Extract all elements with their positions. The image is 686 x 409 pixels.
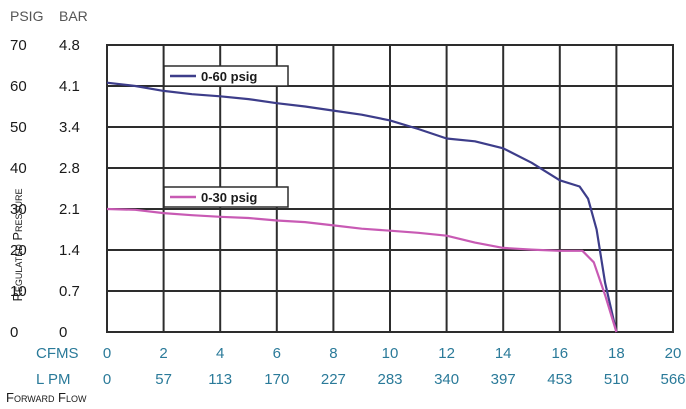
lpm-tick-label: 0 xyxy=(103,371,111,388)
lpm-tick-label: 227 xyxy=(321,371,346,388)
cfms-tick-label: 4 xyxy=(216,345,224,362)
bar-tick-label: 2.8 xyxy=(59,160,80,177)
cfms-tick-label: 8 xyxy=(329,345,337,362)
lpm-row-label: L PM xyxy=(36,371,70,388)
series-line xyxy=(106,81,618,333)
lpm-tick-label: 340 xyxy=(434,371,459,388)
series-lines xyxy=(106,81,618,333)
cfms-tick-label: 2 xyxy=(159,345,167,362)
bar-tick-label: 0.7 xyxy=(59,283,80,300)
bar-header: BAR xyxy=(59,8,88,24)
cfms-tick-label: 0 xyxy=(103,345,111,362)
bar-tick-label: 1.4 xyxy=(59,242,80,259)
series-line xyxy=(106,207,618,333)
cfms-tick-label: 14 xyxy=(495,345,512,362)
psig-tick-label: 70 xyxy=(10,37,27,54)
cfms-row-label: CFMS xyxy=(36,345,79,362)
bar-tick-label: 3.4 xyxy=(59,119,80,136)
lpm-tick-label: 510 xyxy=(604,371,629,388)
psig-tick-label: 40 xyxy=(10,160,27,177)
cfms-tick-label: 6 xyxy=(273,345,281,362)
lpm-tick-label: 453 xyxy=(547,371,572,388)
lpm-tick-label: 113 xyxy=(208,371,232,388)
x-axis-title: Forward Flow xyxy=(6,390,87,405)
bar-tick-label: 2.1 xyxy=(59,201,80,218)
psig-tick-label: 30 xyxy=(10,201,27,218)
psig-tick-label: 10 xyxy=(10,283,27,300)
lpm-tick-label: 283 xyxy=(377,371,402,388)
legend-box xyxy=(163,186,289,208)
lpm-tick-label: 566 xyxy=(660,371,685,388)
legend-box xyxy=(163,65,289,87)
legend-labels: 0-60 psig 0-30 psig xyxy=(163,65,289,208)
cfms-tick-label: 20 xyxy=(665,345,682,362)
psig-tick-label: 50 xyxy=(10,119,27,136)
cfms-tick-label: 18 xyxy=(608,345,625,362)
cfms-tick-label: 10 xyxy=(382,345,399,362)
bar-tick-label: 0 xyxy=(59,324,67,341)
psig-header: PSIG xyxy=(10,8,43,24)
y-axis-title: Regulated Pressure xyxy=(10,188,25,301)
legend-label: 0-30 psig xyxy=(201,190,257,205)
psig-tick-label: 20 xyxy=(10,242,27,259)
psig-tick-label: 0 xyxy=(10,324,18,341)
cfms-tick-label: 12 xyxy=(438,345,455,362)
lpm-tick-label: 170 xyxy=(264,371,289,388)
legend-label: 0-60 psig xyxy=(201,69,257,84)
psig-tick-label: 60 xyxy=(10,78,27,95)
cfms-tick-label: 16 xyxy=(551,345,568,362)
lpm-tick-label: 57 xyxy=(155,371,172,388)
bar-tick-label: 4.1 xyxy=(59,78,80,95)
bar-tick-label: 4.8 xyxy=(59,37,80,54)
tick-labels: 70 4.8 60 4.1 50 3.4 40 2.8 30 2.1 20 1.4 10 0.7 0 0 0 0 2… xyxy=(10,37,686,388)
lpm-tick-label: 397 xyxy=(491,371,516,388)
